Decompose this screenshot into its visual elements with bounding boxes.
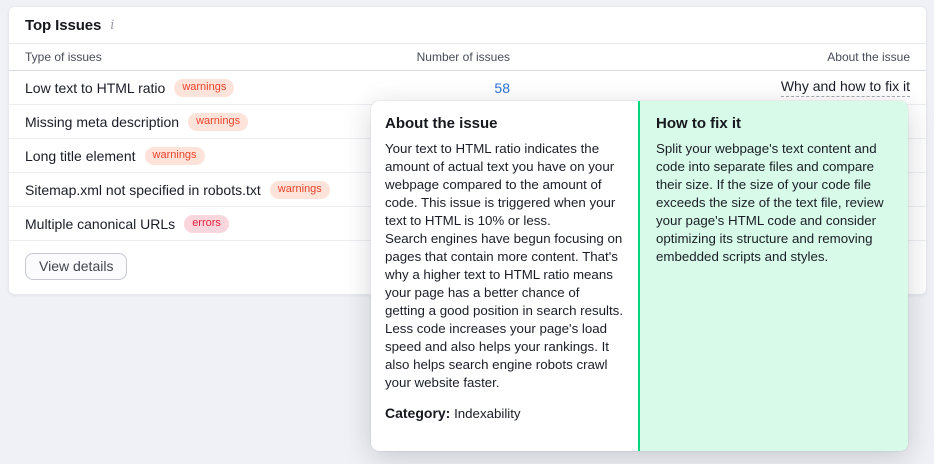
card-footer: View details (9, 241, 926, 292)
why-how-fix-link[interactable]: Why and how to fix it (780, 78, 910, 98)
view-details-button[interactable]: View details (25, 253, 128, 280)
column-header-number: Number of issues (416, 50, 510, 64)
issue-label: Missing meta description (25, 113, 180, 130)
info-icon[interactable]: i (110, 17, 115, 33)
about-the-issue-text: Your text to HTML ratio indicates the am… (385, 140, 623, 392)
table-row: Low text to HTML ratio warnings 58 Why a… (9, 71, 926, 105)
category-label: Category: (385, 405, 451, 421)
issue-count-link[interactable]: 58 (494, 79, 510, 96)
status-badge: errors (184, 214, 229, 233)
about-paragraph: Your text to HTML ratio indicates the am… (385, 141, 616, 228)
column-header-about: About the issue (827, 50, 910, 64)
column-header-type: Type of issues (25, 50, 102, 64)
category-line: Category: Indexability (385, 405, 623, 421)
how-to-fix-panel: How to fix it Split your webpage's text … (638, 101, 908, 451)
card-title: Top Issues (25, 16, 102, 34)
about-the-issue-title: About the issue (385, 115, 498, 132)
card-header: Top Issues i (9, 7, 926, 44)
about-paragraph: Search engines have begun focusing on pa… (385, 231, 624, 318)
issue-label: Low text to HTML ratio (25, 79, 166, 96)
category-value: Indexability (454, 406, 521, 421)
table-header-row: Type of issues Number of issues About th… (9, 44, 926, 71)
status-badge: warnings (144, 146, 205, 165)
issue-details-popup: About the issue Your text to HTML ratio … (371, 101, 908, 451)
issue-label: Long title element (25, 147, 136, 164)
status-badge: warnings (174, 78, 235, 97)
about-the-issue-panel: About the issue Your text to HTML ratio … (371, 101, 638, 451)
status-badge: warnings (269, 180, 330, 199)
about-paragraph: Less code increases your page's load spe… (385, 321, 609, 390)
status-badge: warnings (188, 112, 249, 131)
how-to-fix-text: Split your webpage's text content and co… (656, 141, 884, 264)
how-to-fix-title: How to fix it (656, 115, 741, 132)
issue-label: Sitemap.xml not specified in robots.txt (25, 181, 261, 198)
issue-label: Multiple canonical URLs (25, 215, 176, 232)
